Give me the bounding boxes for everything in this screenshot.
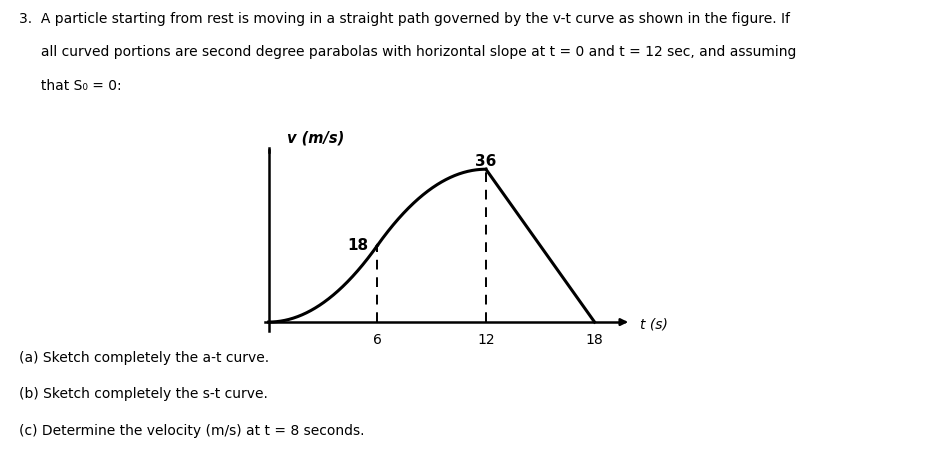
Text: t (s): t (s) bbox=[640, 317, 667, 331]
Text: all curved portions are second degree parabolas with horizontal slope at t = 0 a: all curved portions are second degree pa… bbox=[19, 45, 796, 59]
Text: 36: 36 bbox=[476, 154, 497, 169]
Text: 12: 12 bbox=[477, 332, 495, 347]
Text: 3.  A particle starting from rest is moving in a straight path governed by the v: 3. A particle starting from rest is movi… bbox=[19, 12, 790, 26]
Text: that S₀ = 0:: that S₀ = 0: bbox=[19, 79, 121, 93]
Text: (c) Determine the velocity (m/s) at t = 8 seconds.: (c) Determine the velocity (m/s) at t = … bbox=[19, 424, 364, 438]
Text: v (m/s): v (m/s) bbox=[286, 131, 344, 146]
Text: 18: 18 bbox=[347, 238, 368, 253]
Text: (a) Sketch completely the a-t curve.: (a) Sketch completely the a-t curve. bbox=[19, 351, 269, 365]
Text: (b) Sketch completely the s-t curve.: (b) Sketch completely the s-t curve. bbox=[19, 387, 267, 401]
Text: 6: 6 bbox=[373, 332, 382, 347]
Text: 18: 18 bbox=[586, 332, 603, 347]
